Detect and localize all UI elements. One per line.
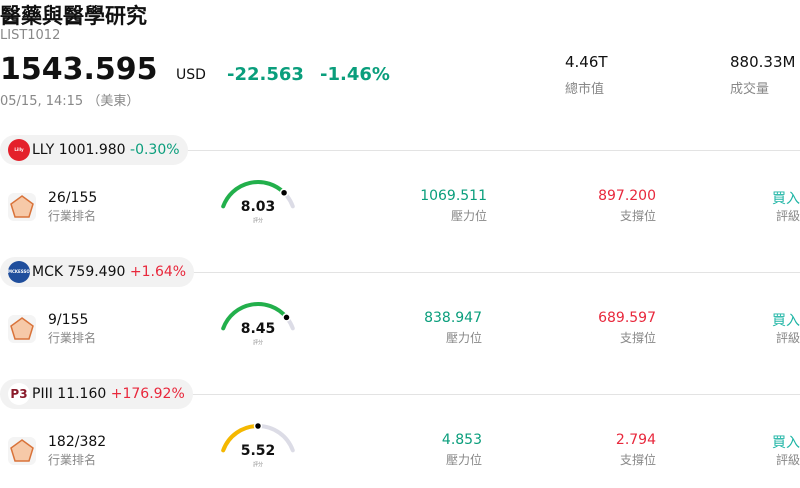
gauge: 5.52 評分 [212,421,308,481]
support-label: 支撐位 [619,331,656,345]
score: 8.03 [240,199,276,215]
rating: 買入 [772,191,800,207]
support: 897.200 [598,188,656,204]
ticker: LLY [32,142,55,158]
resistance-label: 壓力位 [445,453,482,467]
radar-icon [10,195,34,218]
stock-pill[interactable]: P3 PIII 11.160 +176.92% [0,379,193,409]
change: -22.563 [227,64,304,85]
rank-label: 行業排名 [48,209,97,223]
change: -0.30% [130,142,180,158]
gauge-svg [221,421,295,453]
rating-label: 評級 [775,331,800,345]
rating: 買入 [772,313,800,329]
divider [0,150,800,151]
resistance: 1069.511 [420,188,487,204]
price: 1543.595 [0,52,158,87]
rank: 182/382 [48,434,107,450]
score: 5.52 [240,443,276,459]
ticker: PIII [32,386,53,402]
gauge-svg [221,302,295,331]
score-label: 評分 [252,340,263,346]
stock-pill[interactable]: Lilly LLY 1001.980 -0.30% [0,135,188,165]
radar-icon [10,317,34,340]
resistance-label: 壓力位 [445,331,482,345]
gauge-fill [221,302,289,331]
rating-label: 評級 [775,209,800,223]
support: 689.597 [598,310,656,326]
rank-label: 行業排名 [48,453,97,467]
rank: 9/155 [48,312,89,328]
gauge: 8.45 評分 [212,299,308,359]
rank-icon [8,193,36,221]
gauge-dot [279,188,289,197]
stat-value: 4.46T [565,53,608,71]
stat-label: 成交量 [730,82,770,97]
gauge-svg [221,180,295,209]
currency: USD [176,67,206,83]
gauge: 8.03 評分 [212,177,308,237]
radar-icon [10,439,34,462]
divider [0,272,800,273]
timestamp: 05/15, 14:15 （美東） [0,94,140,109]
title: 醫藥與醫學研究 [0,4,147,28]
ticker: MCK [32,264,64,280]
score-label: 評分 [252,218,263,224]
price: 759.490 [67,264,126,280]
rank-icon [8,315,36,343]
support-label: 支撐位 [619,453,656,467]
support: 2.794 [615,432,656,448]
logo: Lilly [8,139,30,161]
rating: 買入 [772,435,800,451]
gauge-dot [282,313,291,322]
stat-label: 總市值 [565,82,605,97]
support-label: 支撐位 [619,209,656,223]
change: +176.92% [110,386,185,402]
rating-label: 評級 [775,453,800,467]
rank-label: 行業排名 [48,331,97,345]
resistance: 4.853 [441,432,482,448]
gauge-dot [253,421,263,431]
score-label: 評分 [252,462,263,468]
logo: P3 [8,383,30,405]
score: 8.45 [240,321,276,337]
rank: 26/155 [48,190,98,206]
stock-pill[interactable]: MCKESSONMCK 759.490 +1.64% [0,257,195,287]
stat-value: 880.33M [730,53,796,71]
price: 1001.980 [58,142,126,158]
logo: MCKESSON [8,261,30,283]
rank-icon [8,437,36,465]
price: 11.160 [57,386,107,402]
change: +1.64% [129,264,187,280]
code: LIST1012 [0,28,61,43]
resistance: 838.947 [424,310,482,326]
resistance-label: 壓力位 [450,209,487,223]
divider [0,394,800,395]
gauge-fill [221,180,287,209]
change-pct: -1.46% [320,64,390,85]
